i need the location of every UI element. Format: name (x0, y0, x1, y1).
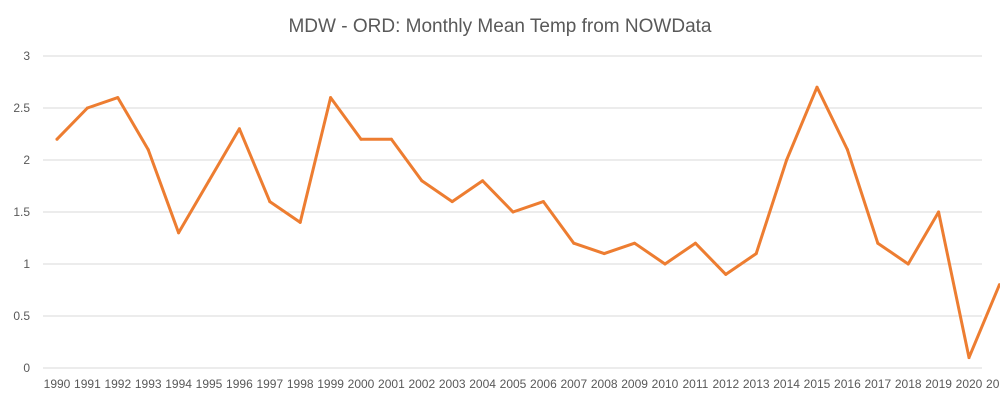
data-point (329, 96, 333, 100)
x-tick-label: 2006 (530, 377, 557, 391)
series-line (55, 85, 1000, 360)
x-tick-label: 2018 (895, 377, 922, 391)
data-point (237, 127, 241, 131)
x-tick-label: 1992 (104, 377, 131, 391)
x-tick-label: 2021 (986, 377, 1000, 391)
data-point (602, 252, 606, 256)
x-tick-label: 1993 (135, 377, 162, 391)
x-tick-label: 2008 (591, 377, 618, 391)
x-tick-label: 2017 (864, 377, 891, 391)
data-point (967, 356, 971, 360)
x-tick-label: 2003 (439, 377, 466, 391)
data-point (724, 272, 728, 276)
data-point (146, 148, 150, 152)
x-tick-label: 2019 (925, 377, 952, 391)
data-point (55, 137, 59, 141)
data-point (633, 241, 637, 245)
data-point (815, 85, 819, 89)
data-point (298, 220, 302, 224)
y-tick-label: 0 (23, 361, 30, 375)
data-point (450, 200, 454, 204)
y-tick-label: 1.5 (13, 205, 30, 219)
data-point (207, 179, 211, 183)
y-tick-label: 2 (23, 153, 30, 167)
x-tick-label: 1997 (256, 377, 283, 391)
x-tick-label: 2012 (712, 377, 739, 391)
y-tick-label: 2.5 (13, 101, 30, 115)
data-point (481, 179, 485, 183)
x-tick-label: 1996 (226, 377, 253, 391)
x-tick-label: 2001 (378, 377, 405, 391)
x-tick-label: 2020 (956, 377, 983, 391)
x-axis-tick-labels: 1990 1991 1992 1993 1994 1995 1996 1997 1998 1999… (44, 377, 1000, 391)
data-point (785, 158, 789, 162)
x-tick-label: 1999 (317, 377, 344, 391)
x-tick-label: 2009 (621, 377, 648, 391)
x-tick-label: 2000 (348, 377, 375, 391)
x-tick-label: 2004 (469, 377, 496, 391)
x-tick-label: 1998 (287, 377, 314, 391)
data-point (937, 210, 941, 214)
data-point (85, 106, 89, 110)
data-point (572, 241, 576, 245)
data-point (663, 262, 667, 266)
data-point (906, 262, 910, 266)
data-point (754, 252, 758, 256)
data-point (116, 96, 120, 100)
x-tick-label: 2014 (773, 377, 800, 391)
x-tick-label: 2007 (560, 377, 587, 391)
data-point (876, 241, 880, 245)
data-point (845, 148, 849, 152)
x-tick-label: 2002 (408, 377, 435, 391)
data-point (511, 210, 515, 214)
x-tick-label: 1995 (196, 377, 223, 391)
x-tick-label: 2013 (743, 377, 770, 391)
series-group (55, 85, 1000, 360)
data-point (541, 200, 545, 204)
y-tick-label: 1 (23, 257, 30, 271)
y-tick-label: 3 (23, 49, 30, 63)
x-tick-label: 2005 (500, 377, 527, 391)
y-axis-tick-labels: 0 0.5 1 1.5 2 2.5 3 (13, 49, 30, 375)
x-tick-label: 1994 (165, 377, 192, 391)
x-tick-label: 2010 (652, 377, 679, 391)
data-point (268, 200, 272, 204)
data-point (693, 241, 697, 245)
x-tick-label: 2015 (804, 377, 831, 391)
x-tick-label: 2011 (682, 377, 708, 391)
data-point (359, 137, 363, 141)
x-tick-label: 1990 (44, 377, 71, 391)
x-tick-label: 1991 (74, 377, 101, 391)
data-point (420, 179, 424, 183)
data-point (389, 137, 393, 141)
data-point (997, 283, 1000, 287)
x-tick-label: 2016 (834, 377, 861, 391)
y-tick-label: 0.5 (13, 309, 30, 323)
chart-title: MDW - ORD: Monthly Mean Temp from NOWDat… (288, 16, 711, 37)
data-point (177, 231, 181, 235)
gridlines (43, 55, 982, 369)
